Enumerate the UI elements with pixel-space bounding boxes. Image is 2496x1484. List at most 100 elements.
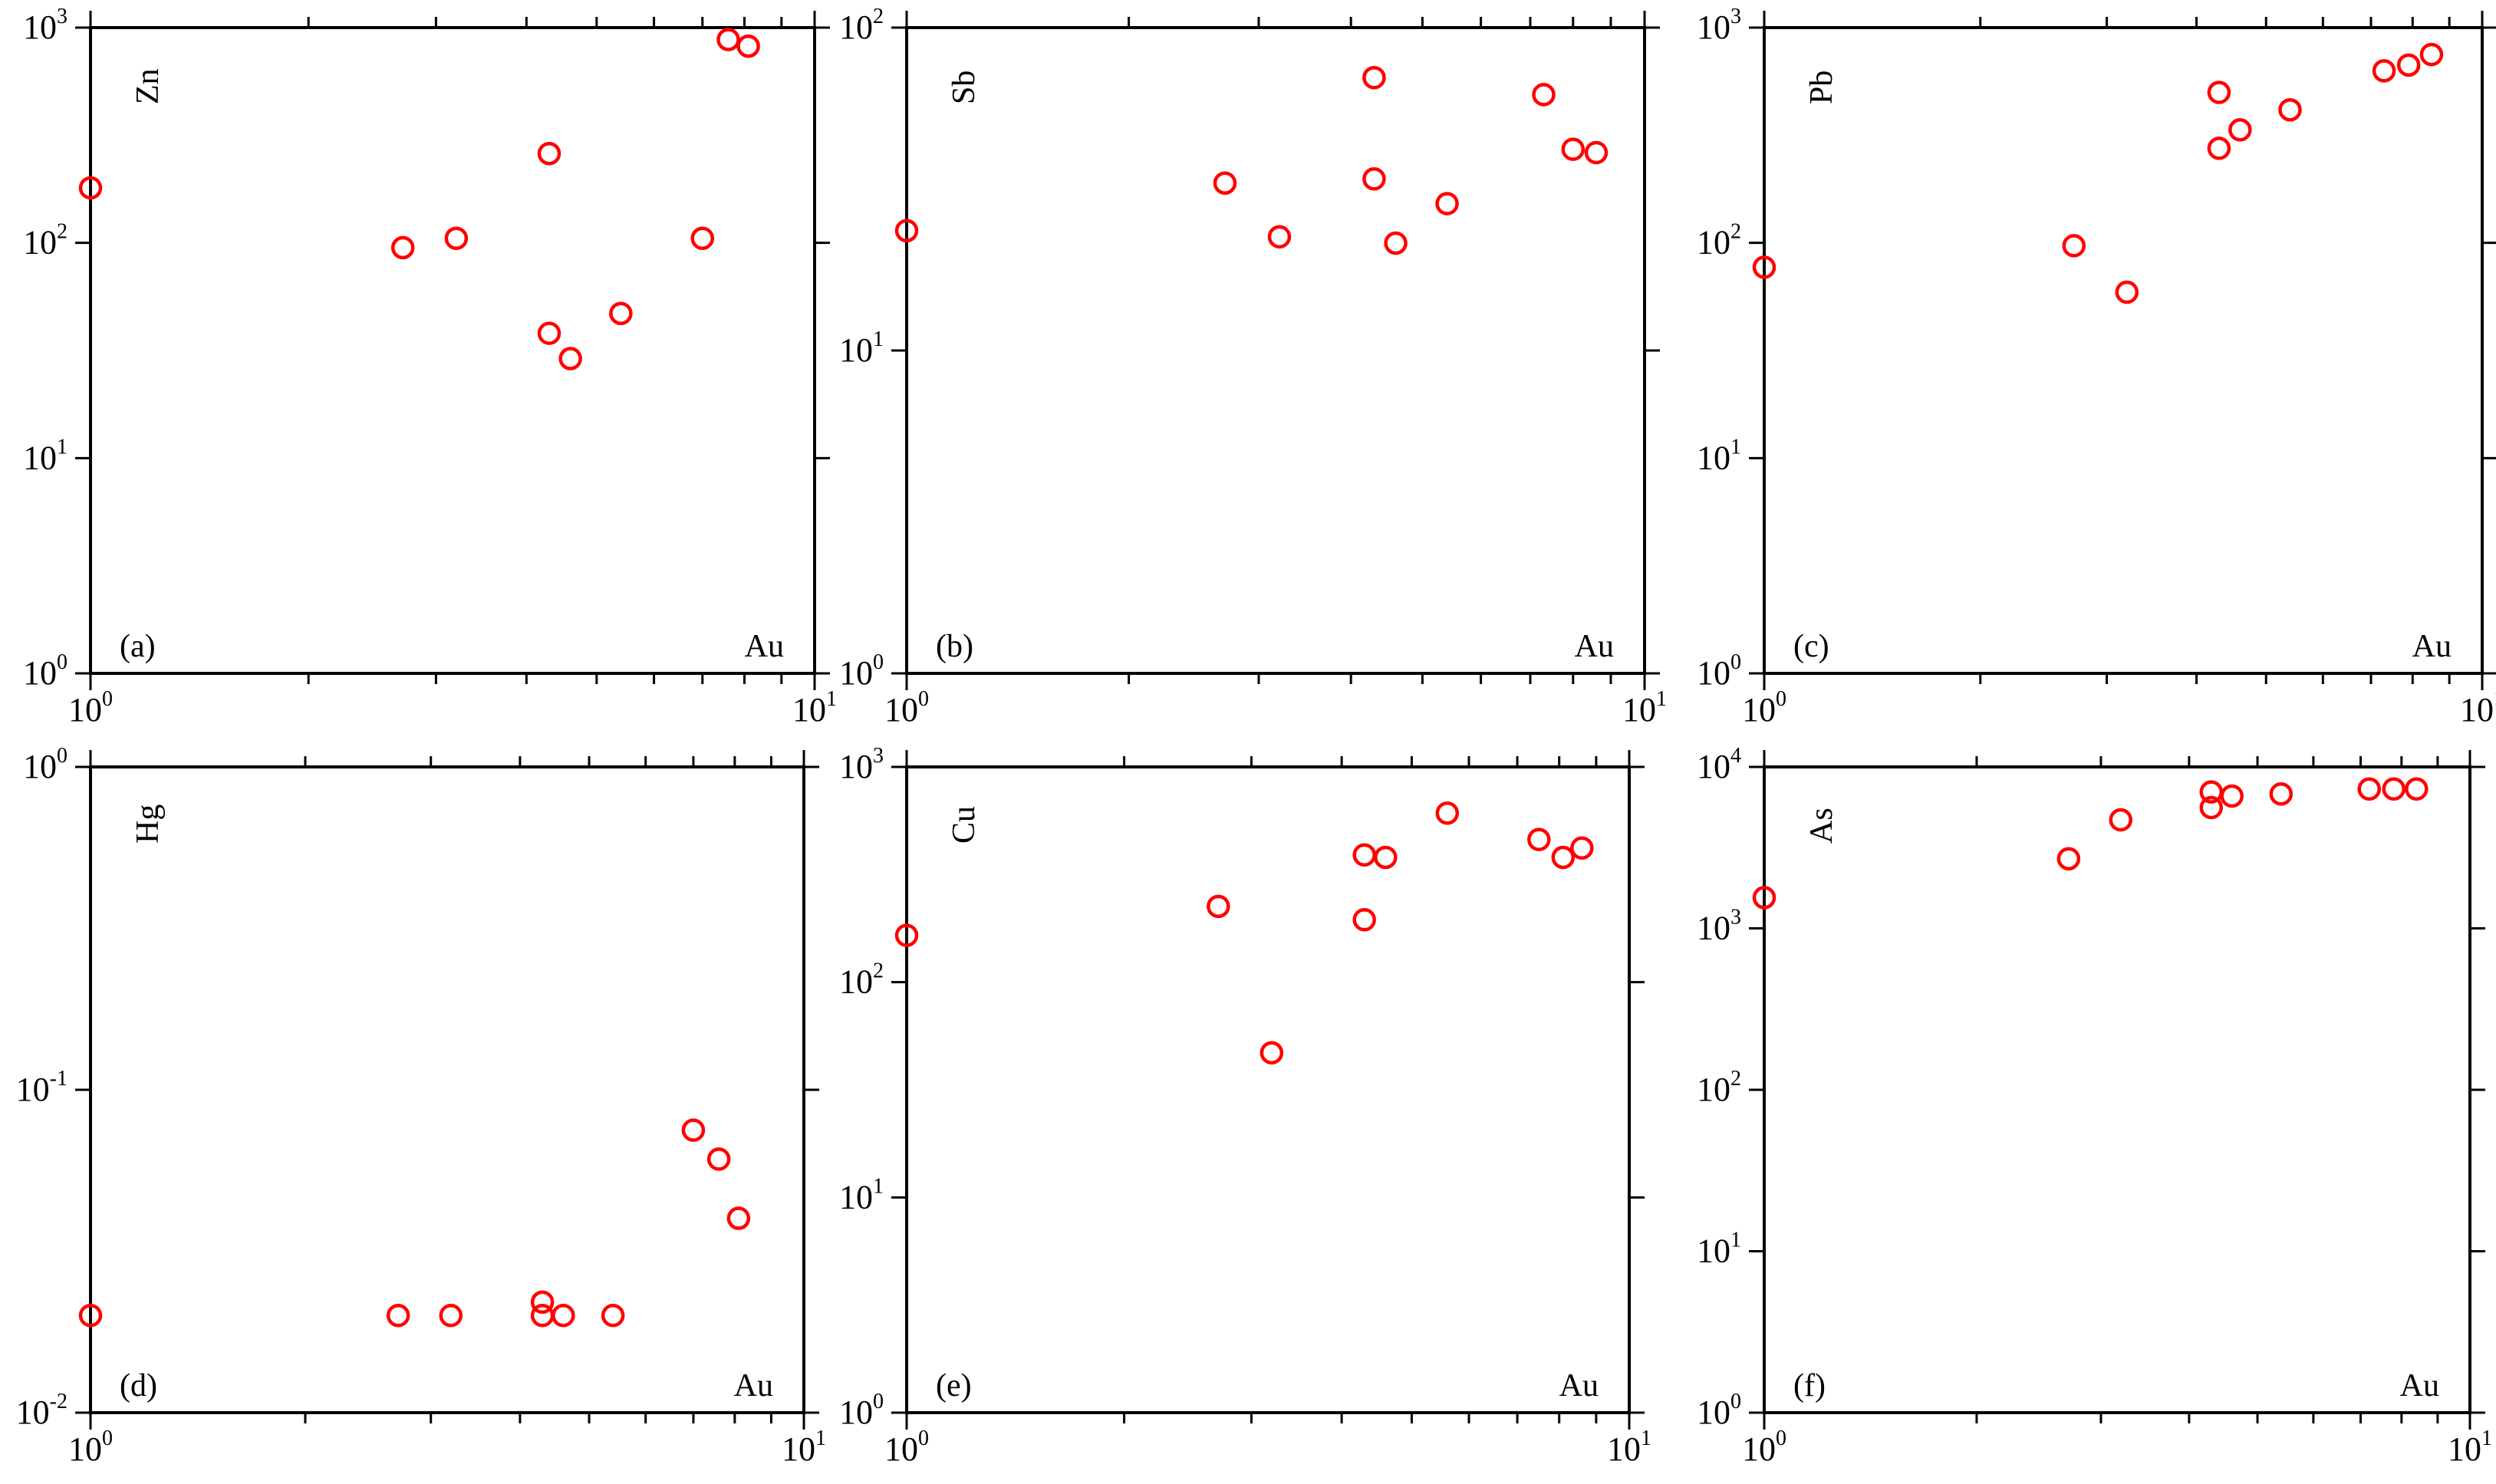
y-tick-label: 101 <box>839 1174 884 1216</box>
y-axis-label: Sb <box>947 71 982 104</box>
data-point <box>2372 59 2396 83</box>
data-point <box>2382 777 2405 801</box>
plot-frame <box>89 26 816 675</box>
data-point <box>386 1304 410 1328</box>
y-tick-label: 104 <box>1697 744 1741 785</box>
panel-a: 100 101 100 101 102 103 Zn (a) Au <box>23 5 837 729</box>
panel-d: 100 101 10-2 10-1 100 Hg (d) Au <box>16 744 826 1468</box>
data-point <box>736 34 760 58</box>
data-point <box>2207 81 2231 104</box>
data-point <box>1532 83 1556 107</box>
y-tick-label: 101 <box>23 435 68 476</box>
data-point <box>1752 255 1777 279</box>
data-point <box>1435 801 1460 825</box>
data-point <box>2405 777 2428 801</box>
y-axis-label: Hg <box>130 805 166 844</box>
y-tick-label: 103 <box>1697 906 1741 947</box>
y-axis-label: Cu <box>947 806 982 844</box>
panel-label: (f) <box>1793 1368 1826 1403</box>
x-tick-label: 100 <box>1742 687 1786 729</box>
data-point <box>2199 795 2224 820</box>
data-point <box>2396 53 2421 77</box>
x-tick-label: 100 <box>68 1426 113 1468</box>
data-point <box>78 1304 103 1328</box>
y-tick-label: 102 <box>839 959 884 1001</box>
data-point <box>1267 225 1292 248</box>
data-point <box>1207 894 1230 919</box>
plot-frame <box>1763 26 2484 675</box>
data-point <box>1362 166 1386 191</box>
y-tick-label: 10-2 <box>16 1390 68 1431</box>
data-point <box>78 176 103 200</box>
data-point <box>2357 777 2381 801</box>
panel-label: (e) <box>936 1368 972 1403</box>
y-tick-label: 100 <box>1697 1390 1741 1431</box>
plot-frame <box>1763 765 2471 1414</box>
x-axis-label: Au <box>734 1368 773 1403</box>
data-point <box>681 1118 706 1142</box>
y-tick-label: 100 <box>1697 650 1741 692</box>
data-point <box>894 923 919 947</box>
data-point <box>2115 280 2139 304</box>
y-axis-label: Pb <box>1804 71 1839 104</box>
y-tick-label: 103 <box>1697 5 1741 46</box>
data-point <box>2056 847 2081 870</box>
data-point <box>706 1147 731 1171</box>
data-point <box>444 226 469 250</box>
data-point <box>439 1304 463 1328</box>
y-axis-label: Zn <box>130 68 166 104</box>
data-point <box>1527 828 1551 851</box>
data-point <box>1352 908 1376 932</box>
data-point <box>2419 42 2444 67</box>
data-point <box>1584 140 1609 165</box>
y-tick-label: 100 <box>839 650 884 692</box>
y-tick-label: 100 <box>23 744 68 785</box>
data-point <box>558 347 582 370</box>
x-tick-label: 100 <box>884 687 929 729</box>
x-tick-label: 101 <box>2460 687 2496 729</box>
x-axis-label: Au <box>1575 629 1614 664</box>
data-point <box>530 1290 555 1315</box>
data-point <box>1374 845 1398 870</box>
data-point <box>2278 97 2302 122</box>
data-point <box>1551 845 1576 870</box>
data-point <box>1752 886 1777 910</box>
data-point <box>2207 137 2231 160</box>
data-point <box>609 301 633 325</box>
data-point <box>1384 231 1408 255</box>
plot-frame <box>905 765 1631 1414</box>
data-point <box>601 1304 625 1328</box>
y-tick-label: 10-1 <box>16 1067 68 1108</box>
data-point <box>530 1304 555 1328</box>
y-axis-label: As <box>1804 808 1839 844</box>
data-point <box>1362 65 1386 90</box>
data-point <box>537 321 561 345</box>
data-point <box>726 1206 751 1230</box>
data-point <box>2109 808 2132 832</box>
data-point <box>1260 1041 1284 1064</box>
panel-label: (b) <box>936 629 973 664</box>
data-point <box>1435 192 1459 216</box>
panel-e: 100 101 100 101 102 103 Cu (e) Au <box>839 744 1651 1468</box>
y-tick-label: 100 <box>839 1390 884 1431</box>
x-tick-label: 100 <box>884 1426 929 1468</box>
x-tick-label: 101 <box>782 1426 826 1468</box>
x-tick-label: 100 <box>68 687 113 729</box>
data-point <box>2220 784 2244 808</box>
panel-f: 100 101 100 101 102 103 104 As (f) Au <box>1697 744 2492 1468</box>
y-tick-label: 102 <box>1697 220 1741 262</box>
data-point <box>390 235 415 260</box>
x-tick-label: 101 <box>792 687 837 729</box>
panel-b: 100 101 100 101 102 Sb (b) Au <box>839 5 1667 729</box>
data-point <box>2228 118 2252 142</box>
y-tick-label: 102 <box>839 5 884 46</box>
plot-frame <box>905 26 1646 675</box>
x-tick-label: 101 <box>1622 687 1667 729</box>
data-point <box>716 28 740 51</box>
data-point <box>1570 836 1594 860</box>
y-tick-label: 102 <box>23 220 68 262</box>
data-point <box>2062 234 2086 258</box>
data-point <box>552 1304 575 1328</box>
x-axis-label: Au <box>2412 629 2452 664</box>
